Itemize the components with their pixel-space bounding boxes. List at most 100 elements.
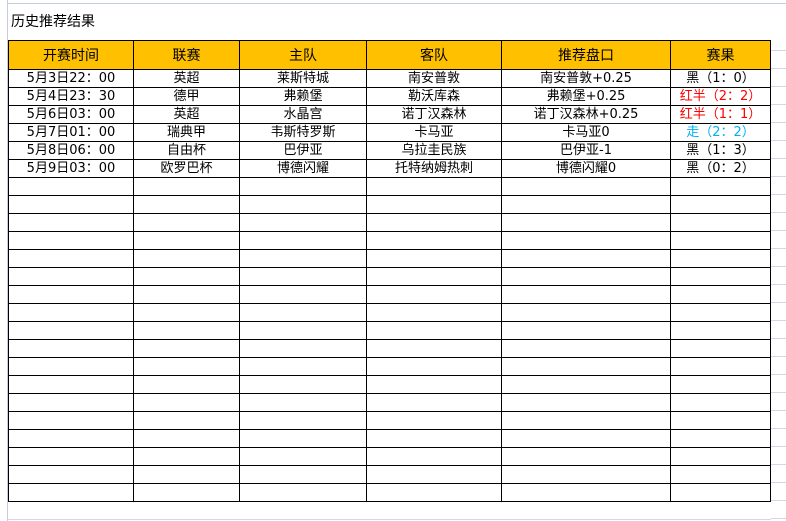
cell-time[interactable] — [8, 447, 134, 466]
cell-time[interactable] — [8, 411, 134, 430]
cell-result[interactable] — [670, 195, 771, 214]
cell-league[interactable] — [133, 303, 240, 322]
cell-pick[interactable] — [501, 267, 671, 286]
cell-result[interactable] — [670, 339, 771, 358]
cell-result[interactable] — [670, 177, 771, 196]
cell-home[interactable] — [239, 429, 367, 448]
cell-pick[interactable] — [501, 339, 671, 358]
header-home[interactable]: 主队 — [239, 40, 367, 70]
cell-time[interactable]: 5月8日06：00 — [8, 141, 134, 160]
cell-pick[interactable] — [501, 321, 671, 340]
cell-time[interactable] — [8, 213, 134, 232]
cell-pick[interactable] — [501, 213, 671, 232]
cell-time[interactable] — [8, 465, 134, 484]
cell-league[interactable]: 欧罗巴杯 — [133, 159, 240, 178]
cell-result[interactable] — [670, 375, 771, 394]
cell-league[interactable] — [133, 447, 240, 466]
cell-league[interactable] — [133, 411, 240, 430]
sheet-title[interactable]: 历史推荐结果 — [11, 14, 95, 30]
cell-pick[interactable] — [501, 411, 671, 430]
cell-time[interactable] — [8, 285, 134, 304]
cell-time[interactable]: 5月4日23：30 — [8, 87, 134, 106]
cell-away[interactable] — [366, 213, 502, 232]
cell-result[interactable] — [670, 213, 771, 232]
cell-pick[interactable] — [501, 465, 671, 484]
cell-time[interactable] — [8, 321, 134, 340]
cell-time[interactable] — [8, 195, 134, 214]
cell-time[interactable] — [8, 249, 134, 268]
cell-result[interactable] — [670, 465, 771, 484]
cell-result[interactable] — [670, 357, 771, 376]
header-result[interactable]: 赛果 — [670, 40, 771, 70]
cell-pick[interactable]: 卡马亚0 — [501, 123, 671, 142]
cell-away[interactable] — [366, 231, 502, 250]
cell-away[interactable]: 南安普敦 — [366, 69, 502, 88]
cell-home[interactable]: 弗赖堡 — [239, 87, 367, 106]
cell-pick[interactable] — [501, 375, 671, 394]
cell-result[interactable]: 红半（1：1） — [670, 105, 771, 124]
cell-home[interactable]: 博德闪耀 — [239, 159, 367, 178]
cell-away[interactable] — [366, 321, 502, 340]
cell-away[interactable] — [366, 447, 502, 466]
cell-away[interactable]: 托特纳姆热刺 — [366, 159, 502, 178]
cell-home[interactable]: 巴伊亚 — [239, 141, 367, 160]
cell-time[interactable] — [8, 357, 134, 376]
cell-time[interactable] — [8, 177, 134, 196]
cell-home[interactable] — [239, 321, 367, 340]
cell-home[interactable] — [239, 357, 367, 376]
cell-home[interactable] — [239, 411, 367, 430]
cell-home[interactable] — [239, 285, 367, 304]
cell-result[interactable] — [670, 285, 771, 304]
cell-away[interactable] — [366, 429, 502, 448]
cell-pick[interactable]: 弗赖堡+0.25 — [501, 87, 671, 106]
cell-away[interactable] — [366, 411, 502, 430]
cell-league[interactable]: 英超 — [133, 69, 240, 88]
cell-result[interactable] — [670, 303, 771, 322]
cell-league[interactable] — [133, 177, 240, 196]
cell-result[interactable]: 黑（1：0） — [670, 69, 771, 88]
cell-home[interactable] — [239, 375, 367, 394]
cell-league[interactable] — [133, 393, 240, 412]
cell-time[interactable] — [8, 429, 134, 448]
cell-time[interactable] — [8, 303, 134, 322]
cell-away[interactable] — [366, 249, 502, 268]
cell-home[interactable] — [239, 393, 367, 412]
cell-result[interactable]: 走（2：2） — [670, 123, 771, 142]
cell-league[interactable]: 自由杯 — [133, 141, 240, 160]
cell-result[interactable]: 黑（1：3） — [670, 141, 771, 160]
cell-result[interactable] — [670, 393, 771, 412]
cell-pick[interactable] — [501, 357, 671, 376]
cell-pick[interactable] — [501, 303, 671, 322]
cell-league[interactable] — [133, 195, 240, 214]
cell-league[interactable] — [133, 375, 240, 394]
cell-league[interactable]: 瑞典甲 — [133, 123, 240, 142]
cell-home[interactable] — [239, 249, 367, 268]
cell-time[interactable]: 5月3日22：00 — [8, 69, 134, 88]
cell-home[interactable]: 莱斯特城 — [239, 69, 367, 88]
cell-home[interactable] — [239, 213, 367, 232]
cell-time[interactable] — [8, 483, 134, 502]
cell-away[interactable]: 勒沃库森 — [366, 87, 502, 106]
cell-away[interactable] — [366, 303, 502, 322]
cell-result[interactable]: 黑（0：2） — [670, 159, 771, 178]
cell-away[interactable] — [366, 195, 502, 214]
cell-pick[interactable]: 巴伊亚-1 — [501, 141, 671, 160]
cell-away[interactable] — [366, 483, 502, 502]
cell-pick[interactable] — [501, 447, 671, 466]
cell-home[interactable] — [239, 177, 367, 196]
cell-away[interactable] — [366, 267, 502, 286]
cell-result[interactable] — [670, 321, 771, 340]
cell-pick[interactable]: 诺丁汉森林+0.25 — [501, 105, 671, 124]
cell-away[interactable] — [366, 393, 502, 412]
cell-pick[interactable] — [501, 483, 671, 502]
cell-away[interactable]: 乌拉圭民族 — [366, 141, 502, 160]
cell-result[interactable] — [670, 483, 771, 502]
cell-league[interactable] — [133, 339, 240, 358]
cell-time[interactable] — [8, 339, 134, 358]
cell-away[interactable]: 卡马亚 — [366, 123, 502, 142]
cell-home[interactable] — [239, 231, 367, 250]
cell-away[interactable]: 诺丁汉森林 — [366, 105, 502, 124]
cell-time[interactable] — [8, 267, 134, 286]
cell-away[interactable] — [366, 177, 502, 196]
cell-league[interactable] — [133, 357, 240, 376]
